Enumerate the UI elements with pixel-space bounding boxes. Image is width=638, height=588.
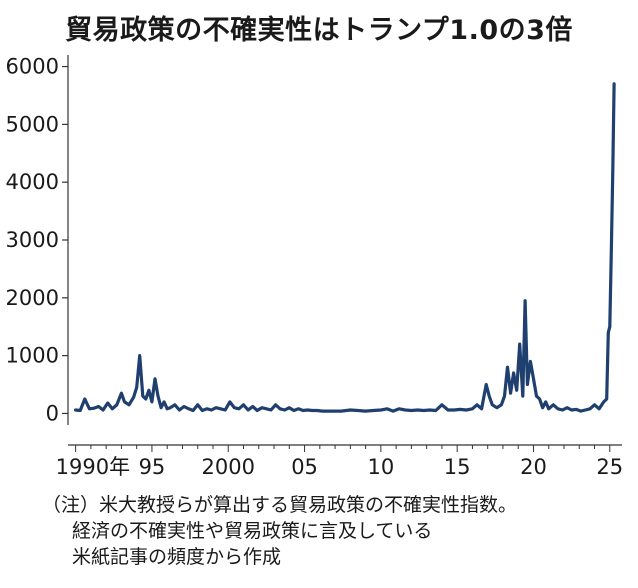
y-tick-label: 0 xyxy=(46,401,59,425)
x-tick-label: 20 xyxy=(520,455,547,479)
y-tick-label: 3000 xyxy=(6,228,59,252)
x-tick-label: 25 xyxy=(596,455,623,479)
y-tick-label: 1000 xyxy=(6,344,59,368)
y-tick-label: 4000 xyxy=(6,170,59,194)
y-tick-label: 5000 xyxy=(6,112,59,136)
x-tick-label: 2000 xyxy=(202,455,255,479)
x-tick-label: 1990年 xyxy=(56,455,130,479)
note-line-2: 経済の不確実性や貿易政策に言及している xyxy=(72,520,433,542)
x-tick-label: 15 xyxy=(444,455,471,479)
note-line-3: 米紙記事の頻度から作成 xyxy=(72,546,282,568)
x-tick-label: 95 xyxy=(139,455,166,479)
x-tick-label: 10 xyxy=(367,455,394,479)
x-tick-label: 05 xyxy=(291,455,318,479)
y-tick-label: 6000 xyxy=(6,55,59,79)
y-tick-label: 2000 xyxy=(6,286,59,310)
note-line-1: （注）米大教授らが算出する貿易政策の不確実性指数。 xyxy=(42,494,518,516)
chart-title: 貿易政策の不確実性はトランプ1.0の3倍 xyxy=(65,15,573,46)
series-line xyxy=(73,82,616,413)
chart-note: （注）米大教授らが算出する貿易政策の不確実性指数。 経済の不確実性や貿易政策に言… xyxy=(42,492,517,570)
